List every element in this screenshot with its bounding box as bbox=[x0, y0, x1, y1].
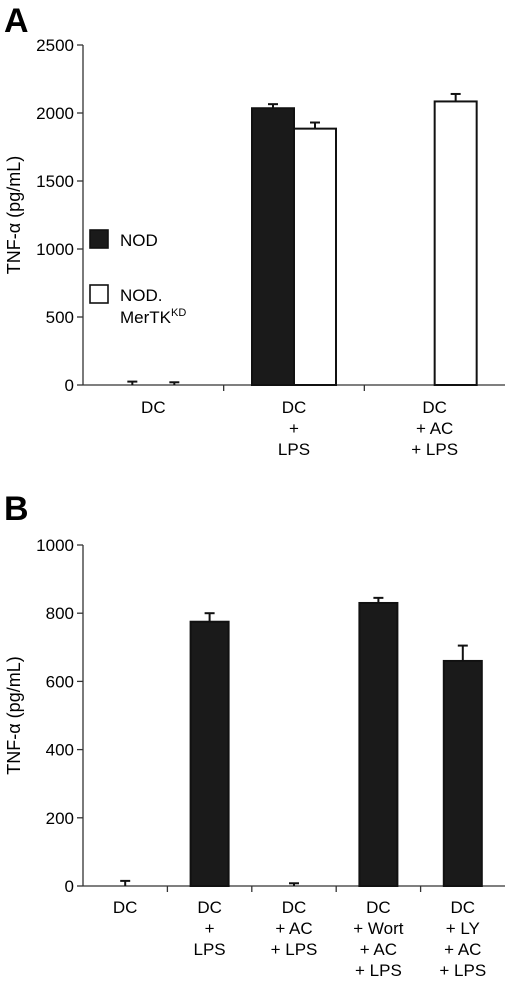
category-label: + LPS bbox=[271, 940, 318, 959]
category-label: + LPS bbox=[439, 961, 486, 980]
bar bbox=[293, 127, 337, 386]
y-tick-label: 200 bbox=[46, 809, 74, 828]
legend-label: NOD. bbox=[120, 286, 163, 305]
y-tick-label: 600 bbox=[46, 672, 74, 691]
category-label: DC bbox=[366, 898, 391, 917]
category-label: + AC bbox=[416, 419, 453, 438]
bar bbox=[442, 659, 483, 887]
y-axis-title: TNF-α (pg/mL) bbox=[4, 656, 24, 774]
category-label: + bbox=[205, 919, 215, 938]
category-label: + AC bbox=[275, 919, 312, 938]
y-tick-label: 2000 bbox=[36, 104, 74, 123]
y-axis-title: TNF-α (pg/mL) bbox=[4, 156, 24, 274]
category-label: + LY bbox=[446, 919, 480, 938]
y-tick-label: 1000 bbox=[36, 536, 74, 555]
panel-letter: B bbox=[4, 490, 29, 528]
legend-label: NOD bbox=[120, 231, 158, 250]
category-label: + AC bbox=[444, 940, 481, 959]
category-label: DC bbox=[197, 898, 222, 917]
category-label: + AC bbox=[360, 940, 397, 959]
legend-label-superscript: KD bbox=[171, 307, 186, 319]
category-label: DC bbox=[113, 898, 138, 917]
bar bbox=[251, 107, 295, 387]
bar bbox=[433, 100, 478, 386]
y-tick-label: 500 bbox=[46, 308, 74, 327]
bar bbox=[189, 620, 230, 887]
legend-label-line2: MerTKKD bbox=[120, 307, 186, 327]
category-label: DC bbox=[282, 898, 307, 917]
legend-swatch bbox=[89, 229, 109, 249]
y-tick-label: 0 bbox=[65, 877, 74, 896]
bar bbox=[358, 601, 399, 887]
category-label: LPS bbox=[194, 940, 226, 959]
legend-label-text: MerTK bbox=[120, 308, 172, 327]
y-tick-label: 0 bbox=[65, 376, 74, 395]
category-label: + Wort bbox=[353, 919, 404, 938]
category-label: DC bbox=[141, 398, 166, 417]
y-tick-label: 1500 bbox=[36, 172, 74, 191]
category-label: + bbox=[289, 419, 299, 438]
category-label: + LPS bbox=[411, 440, 458, 459]
category-label: DC bbox=[451, 898, 476, 917]
category-label: DC bbox=[422, 398, 447, 417]
category-label: LPS bbox=[278, 440, 310, 459]
category-label: DC bbox=[282, 398, 307, 417]
panel-letter: A bbox=[4, 2, 29, 40]
y-tick-label: 1000 bbox=[36, 240, 74, 259]
panel-a-chart: A 0 500 1000 1500 2000 2500 TNF-α (pg/mL) DC DC + L… bbox=[4, 2, 505, 459]
y-tick-label: 800 bbox=[46, 604, 74, 623]
category-label: + LPS bbox=[355, 961, 402, 980]
y-tick-label: 400 bbox=[46, 741, 74, 760]
y-tick-label: 2500 bbox=[36, 36, 74, 55]
panel-b-chart: B 0 200 400 600 800 1000 TNF-α (pg/mL) DC DC + LPS D… bbox=[4, 490, 505, 980]
legend-swatch bbox=[89, 284, 109, 304]
